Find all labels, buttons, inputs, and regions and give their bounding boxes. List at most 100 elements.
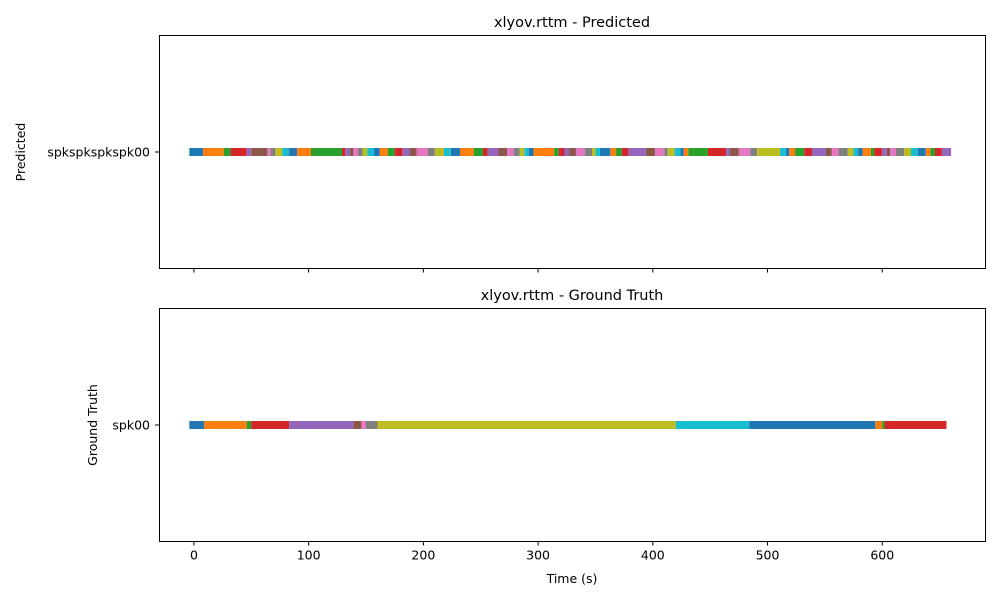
segment — [353, 421, 362, 429]
ground-truth-axes-frame — [159, 308, 986, 542]
segment — [367, 148, 375, 156]
x-tick-label: 100 — [297, 548, 321, 563]
x-tick-label: 0 — [190, 548, 198, 563]
segment — [935, 148, 942, 156]
segment — [564, 148, 570, 156]
segment — [223, 148, 231, 156]
segment — [645, 148, 656, 156]
x-tick-label: 500 — [756, 548, 780, 563]
segment — [524, 148, 529, 156]
segment — [882, 148, 887, 156]
ground-truth-segments — [189, 421, 947, 429]
x-tick-label: 200 — [411, 548, 435, 563]
segment — [795, 148, 805, 156]
segment — [246, 148, 252, 156]
segment — [487, 148, 498, 156]
segment — [757, 148, 781, 156]
segment — [780, 148, 786, 156]
segment — [680, 148, 684, 156]
segment — [862, 148, 871, 156]
segment — [858, 148, 863, 156]
segment — [275, 148, 283, 156]
segment — [804, 148, 813, 156]
segment — [886, 148, 891, 156]
segment — [595, 148, 601, 156]
segment — [507, 148, 514, 156]
predicted-axes-frame — [159, 35, 986, 269]
x-tick-label: 600 — [870, 548, 894, 563]
segment — [738, 148, 751, 156]
segment — [729, 148, 739, 156]
predicted-panel: xlyov.rttm - Predicted Predicted spkspks… — [13, 15, 986, 273]
segment — [297, 148, 311, 156]
segment — [361, 421, 366, 429]
segment — [628, 148, 646, 156]
segment — [667, 148, 675, 156]
segment — [345, 148, 350, 156]
segment — [409, 148, 417, 156]
segment — [750, 148, 758, 156]
segment — [402, 148, 410, 156]
segment — [267, 148, 271, 156]
segment — [353, 148, 358, 156]
segment — [473, 148, 484, 156]
segment — [394, 148, 403, 156]
segment — [910, 148, 918, 156]
x-axis-label: Time (s) — [546, 571, 598, 586]
segment — [585, 148, 593, 156]
segment — [416, 148, 428, 156]
segment — [616, 148, 622, 156]
segment — [289, 421, 354, 429]
segment — [870, 148, 875, 156]
segment — [847, 148, 854, 156]
segment — [230, 148, 247, 156]
predicted-title: xlyov.rttm - Predicted — [494, 15, 650, 31]
segment — [362, 148, 368, 156]
ground-truth-title: xlyov.rttm - Ground Truth — [481, 288, 664, 304]
segment — [882, 421, 885, 429]
segment — [519, 148, 525, 156]
segment — [450, 148, 461, 156]
segment — [707, 148, 727, 156]
segment — [621, 148, 629, 156]
segment — [890, 148, 897, 156]
segment — [513, 148, 520, 156]
segment — [838, 148, 848, 156]
segment — [341, 148, 346, 156]
segment — [310, 148, 342, 156]
segment — [826, 148, 832, 156]
segment — [831, 148, 839, 156]
segment — [917, 148, 926, 156]
segment — [664, 148, 668, 156]
segment — [533, 148, 555, 156]
ground-truth-ylabel: Ground Truth — [85, 384, 100, 466]
segment — [189, 148, 204, 156]
segment — [675, 421, 750, 429]
segment — [749, 421, 876, 429]
segment — [904, 148, 911, 156]
segment — [674, 148, 681, 156]
segment — [246, 421, 252, 429]
segment — [387, 148, 395, 156]
segment — [941, 148, 952, 156]
segment — [374, 148, 380, 156]
segment — [349, 148, 354, 156]
segment — [925, 148, 931, 156]
segment — [366, 421, 378, 429]
ground-truth-xticks: 0 100 200 300 400 500 600 — [190, 541, 894, 563]
segment — [379, 148, 388, 156]
ground-truth-speaker-label: spk00 — [112, 418, 150, 433]
segment — [683, 148, 689, 156]
segment — [610, 148, 617, 156]
predicted-ylabel: Predicted — [13, 123, 28, 182]
segment — [930, 148, 936, 156]
segment — [785, 148, 790, 156]
segment — [282, 148, 290, 156]
segment — [853, 148, 859, 156]
segment — [270, 148, 276, 156]
segment — [600, 148, 611, 156]
segment — [434, 148, 445, 156]
segment — [204, 421, 247, 429]
segment — [460, 148, 474, 156]
segment — [875, 421, 883, 429]
